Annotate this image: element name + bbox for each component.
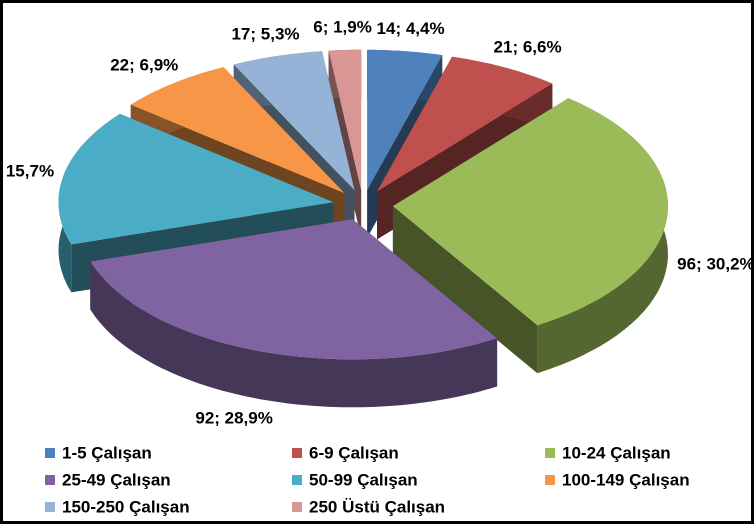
- legend-swatch: [292, 502, 302, 512]
- slice: [58, 113, 334, 245]
- legend-label: 100-149 Çalışan: [562, 470, 690, 489]
- legend-swatch: [45, 502, 55, 512]
- legend-swatch: [45, 448, 55, 458]
- slice: [233, 51, 355, 191]
- data-label: 21; 6,6%: [494, 38, 562, 57]
- slice: [328, 49, 362, 190]
- tops: [58, 49, 668, 360]
- slice: [377, 56, 553, 192]
- slice: [90, 219, 498, 360]
- legend: 1-5 Çalışan 6-9 Çalışan 10-24 Çalışan 25-49…: [45, 443, 690, 516]
- labels: 14; 4,4% 21; 6,6% 96; 30,2% 92; 28,9% 50; 15…: [0, 18, 754, 428]
- legend-swatch: [292, 475, 302, 485]
- legend-label: 10-24 Çalışan: [562, 443, 671, 462]
- legend-label: 50-99 Çalışan: [309, 470, 418, 489]
- legend-label: 150-250 Çalışan: [62, 497, 190, 516]
- legend-swatch: [292, 448, 302, 458]
- legend-swatch: [545, 475, 555, 485]
- slice: [130, 67, 345, 193]
- legend-label: 25-49 Çalışan: [62, 470, 171, 489]
- legend-label: 6-9 Çalışan: [309, 443, 399, 462]
- slice-side: [392, 206, 538, 374]
- legend-label: 1-5 Çalışan: [62, 443, 152, 462]
- data-label: 22; 6,9%: [110, 56, 178, 75]
- data-label: 6; 1,9%: [313, 18, 372, 37]
- legend-label: 250 Üstü Çalışan: [309, 497, 445, 516]
- legend-swatch: [545, 448, 555, 458]
- legend-swatch: [45, 475, 55, 485]
- slice: [367, 49, 443, 190]
- slice-side: [90, 261, 498, 408]
- data-label: 14; 4,4%: [377, 19, 445, 38]
- data-label: 50; 15,7%: [0, 161, 54, 180]
- data-label: 17; 5,3%: [231, 24, 299, 43]
- data-label: 96; 30,2%: [677, 255, 754, 274]
- slice: [392, 98, 668, 326]
- data-label: 92; 28,9%: [195, 409, 273, 428]
